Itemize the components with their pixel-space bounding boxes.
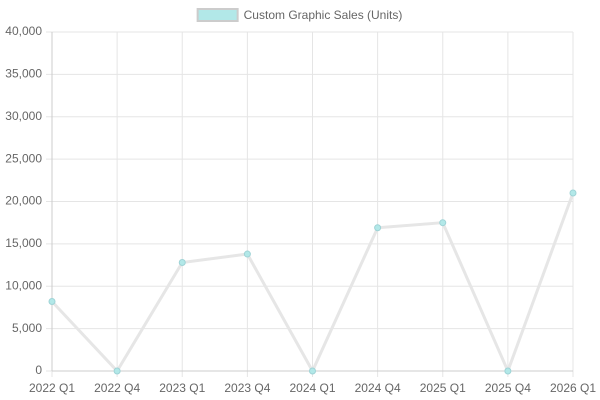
x-tick-label: 2024 Q1	[289, 381, 335, 395]
y-tick-label: 25,000	[5, 151, 42, 165]
x-tick-label: 2023 Q1	[159, 381, 205, 395]
y-tick-label: 0	[35, 363, 42, 377]
data-point	[178, 259, 186, 267]
data-point	[309, 367, 316, 375]
x-tick-label: 2024 Q4	[355, 381, 401, 395]
x-tick-label: 2023 Q4	[224, 381, 270, 395]
y-tick-label: 5,000	[12, 321, 42, 335]
y-tick-label: 35,000	[5, 67, 42, 81]
legend-swatch[interactable]	[196, 8, 239, 22]
data-point	[48, 298, 56, 306]
x-tick-label: 2025 Q4	[485, 381, 531, 395]
y-tick-label: 15,000	[5, 236, 42, 250]
x-tick-label: 2025 Q1	[420, 381, 466, 395]
data-point	[439, 219, 447, 227]
y-tick-label: 40,000	[5, 24, 42, 38]
x-tick-label: 2022 Q1	[29, 381, 75, 395]
x-tick-label: 2022 Q4	[94, 381, 140, 395]
data-point	[243, 250, 251, 258]
x-tick-label: 2026 Q1	[550, 381, 596, 395]
y-tick-label: 20,000	[5, 194, 42, 208]
y-tick-label: 30,000	[5, 109, 42, 123]
data-point	[569, 189, 577, 197]
y-tick-label: 10,000	[5, 278, 42, 292]
data-point	[374, 224, 382, 232]
data-point	[113, 367, 121, 375]
data-point	[504, 367, 512, 375]
legend-label[interactable]: Custom Graphic Sales (Units)	[244, 8, 403, 22]
